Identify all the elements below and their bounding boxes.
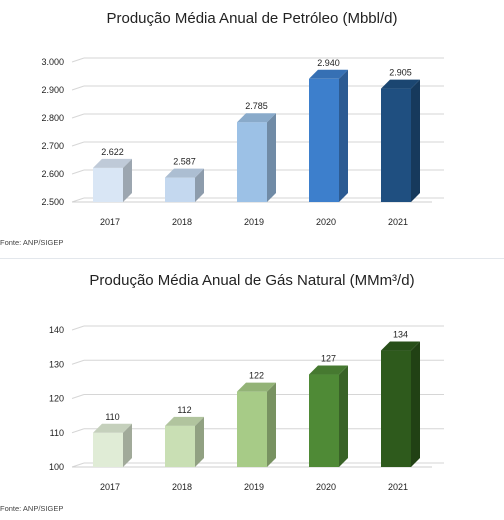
gridline-depth: [71, 394, 85, 399]
gridline-depth: [71, 113, 85, 119]
gridline-depth: [71, 359, 85, 365]
divider: [0, 258, 504, 259]
gridline-depth: [71, 197, 85, 203]
bar-top: [93, 423, 132, 433]
bar-2021: [381, 341, 420, 467]
bar-top: [165, 168, 204, 178]
x-tick-label: 2017: [100, 217, 120, 227]
bar-front: [381, 350, 411, 467]
data-label: 2.785: [245, 101, 268, 111]
chart-title: Produção Média Anual de Petróleo (Mbbl/d…: [106, 10, 398, 27]
y-tick-label: 130: [49, 359, 64, 369]
x-tick-label: 2021: [388, 482, 408, 492]
bar-top: [237, 382, 276, 392]
bar-top: [237, 113, 276, 123]
bar-2018: [165, 416, 204, 467]
bar-front: [93, 167, 123, 202]
x-tick-label: 2019: [244, 217, 264, 227]
gridline-depth: [71, 85, 85, 91]
data-label: 2.940: [317, 58, 340, 68]
data-label: 112: [177, 405, 191, 415]
bar-2017: [93, 423, 132, 467]
bar-side: [123, 158, 132, 202]
y-tick-label: 2.700: [41, 141, 64, 151]
chart-title: Produção Média Anual de Gás Natural (MMm…: [89, 272, 415, 289]
x-tick-label: 2020: [316, 482, 336, 492]
gridline-depth: [71, 428, 85, 434]
bar-top: [309, 365, 348, 375]
data-label: 2.622: [101, 147, 124, 157]
bar-front: [237, 122, 267, 202]
x-tick-label: 2020: [316, 217, 336, 227]
bar-top: [93, 158, 132, 168]
y-tick-label: 3.000: [41, 57, 64, 67]
x-tick-label: 2021: [388, 217, 408, 227]
bar-2017: [93, 158, 132, 202]
y-tick-label: 2.600: [41, 169, 64, 179]
data-label: 122: [249, 371, 264, 381]
source-note: Fonte: ANP/SIGEP: [0, 504, 64, 513]
y-tick-label: 110: [50, 428, 64, 438]
bar-side: [339, 69, 348, 202]
x-tick-label: 2019: [244, 482, 264, 492]
y-tick-label: 2.500: [41, 197, 64, 207]
x-tick-label: 2017: [100, 482, 120, 492]
oil-production-chart: 2.500 2.600 2.700 2.800 2.900 3.000 2.622 2017 2…: [41, 57, 444, 227]
bar-front: [309, 374, 339, 467]
bar-2021: [381, 79, 420, 202]
oil-production-panel: Produção Média Anual de Petróleo (Mbbl/d…: [0, 0, 504, 258]
bar-side: [411, 79, 420, 202]
gridline-depth: [71, 462, 85, 468]
gas-production-chart: 100 110 120 130 140 110 2017 112 2018 122 2019 127 2…: [49, 325, 444, 492]
bar-2020: [309, 365, 348, 467]
bar-front: [237, 391, 267, 467]
bar-side: [411, 341, 420, 467]
data-label: 2.587: [173, 157, 196, 167]
y-tick-label: 2.800: [41, 113, 64, 123]
bar-top: [165, 416, 204, 426]
y-tick-label: 2.900: [41, 85, 64, 95]
bar-side: [267, 113, 276, 202]
x-tick-label: 2018: [172, 217, 192, 227]
bar-front: [381, 88, 411, 202]
data-label: 2.905: [389, 68, 412, 78]
data-label: 134: [393, 330, 408, 340]
data-label: 110: [105, 412, 119, 422]
data-label: 127: [321, 354, 336, 364]
bar-front: [165, 425, 195, 467]
x-tick-label: 2018: [172, 482, 192, 492]
bar-top: [381, 341, 420, 351]
gridline-depth: [71, 325, 85, 331]
bar-front: [309, 78, 339, 202]
bar-2019: [237, 113, 276, 202]
bar-2019: [237, 382, 276, 467]
gas-production-panel: Produção Média Anual de Gás Natural (MMm…: [0, 262, 504, 520]
gridline-depth: [71, 169, 85, 175]
bar-top: [381, 79, 420, 89]
bar-side: [195, 416, 204, 467]
y-tick-label: 140: [49, 325, 64, 335]
bar-side: [123, 423, 132, 467]
gridline-depth: [71, 57, 85, 63]
gridline-depth: [71, 141, 85, 147]
y-tick-label: 120: [49, 394, 64, 404]
bar-2018: [165, 168, 204, 202]
y-tick-label: 100: [49, 462, 64, 472]
bar-top: [309, 69, 348, 79]
source-note: Fonte: ANP/SIGEP: [0, 238, 64, 247]
bar-front: [93, 432, 123, 467]
bar-side: [339, 365, 348, 467]
bar-front: [165, 177, 195, 202]
bar-2020: [309, 69, 348, 202]
bar-side: [195, 168, 204, 202]
bar-side: [267, 382, 276, 467]
